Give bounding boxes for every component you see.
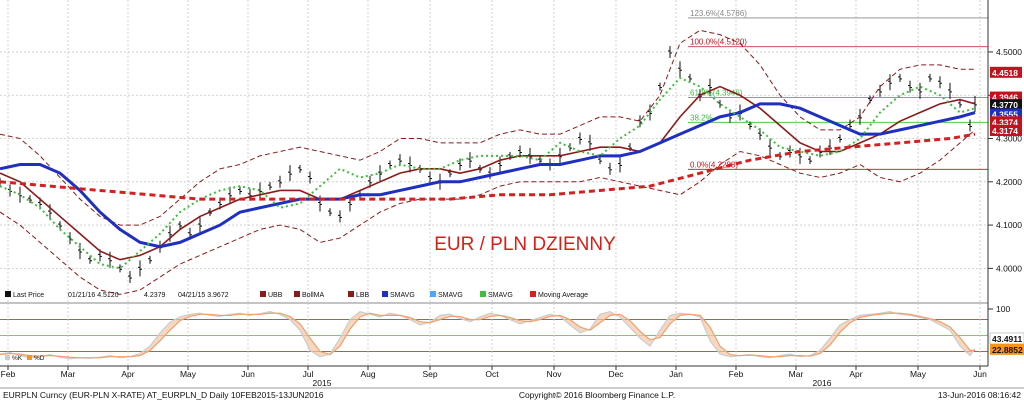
legend-label: UBB bbox=[268, 292, 283, 299]
value-tag-label: 4.3374 bbox=[992, 117, 1018, 127]
legend-swatch bbox=[5, 291, 11, 297]
osc-y-tick-label: 100 bbox=[996, 304, 1010, 314]
legend-swatch bbox=[430, 291, 436, 297]
value-tag-label: 4.4518 bbox=[992, 68, 1018, 78]
legend-label: Last Price bbox=[13, 292, 44, 299]
value-tag-label: 4.3174 bbox=[992, 126, 1018, 136]
value-tag-label: 4.3770 bbox=[992, 100, 1018, 110]
x-tick-label: May bbox=[910, 369, 927, 379]
fib-label-2: 61.8%(4.3946) bbox=[690, 89, 743, 98]
legend-label: 01/21/16 4.5120 bbox=[68, 292, 119, 299]
osc-legend-swatch bbox=[27, 355, 32, 360]
x-year-label: 2016 bbox=[813, 378, 832, 388]
x-tick-label: Aug bbox=[360, 369, 375, 379]
main-series bbox=[0, 29, 977, 295]
x-tick-label: Dec bbox=[608, 369, 624, 379]
value-tag-bg bbox=[990, 99, 1022, 111]
legend-label: SMAVG bbox=[488, 292, 513, 299]
osc-line-k bbox=[0, 310, 976, 360]
footer-right: 13-Jun-2016 08:16:42 bbox=[938, 390, 1021, 400]
value-tag-bg bbox=[990, 91, 1022, 103]
series-line-2 bbox=[0, 129, 976, 295]
legend-label: LBB bbox=[356, 292, 370, 299]
x-tick-label: May bbox=[180, 369, 197, 379]
series-line-5 bbox=[0, 76, 976, 270]
legend-label: BollMA bbox=[302, 292, 325, 299]
x-tick-label: Apr bbox=[849, 369, 862, 379]
osc-line-d bbox=[0, 312, 975, 359]
fib-label-1: 38.2% bbox=[690, 113, 713, 122]
x-tick-label: Mar bbox=[789, 369, 804, 379]
osc-tag-label: 22.8852 bbox=[992, 345, 1023, 355]
legend-swatch bbox=[348, 291, 354, 297]
y-tick-label: 4.3000 bbox=[996, 134, 1022, 144]
oscillator-series bbox=[0, 310, 976, 360]
chart-title: EUR / PLN DZIENNY bbox=[434, 234, 616, 255]
legend-swatch bbox=[260, 291, 266, 297]
osc-tag-bg bbox=[990, 343, 1024, 355]
fib-label-0: 0.0%(4.2288) bbox=[690, 160, 738, 169]
x-tick-label: Feb bbox=[729, 369, 744, 379]
x-tick-label: Jan bbox=[669, 369, 683, 379]
series-line-1 bbox=[0, 29, 975, 226]
osc-tag-label: 43.4911 bbox=[992, 334, 1023, 344]
x-tick-label: Jul bbox=[303, 369, 314, 379]
y-tick-label: 4.2000 bbox=[996, 177, 1022, 187]
value-tag-bg bbox=[990, 116, 1022, 128]
x-tick-label: Apr bbox=[121, 369, 134, 379]
fib-label-4: 123.6%(4.5786) bbox=[690, 9, 747, 18]
legend-swatch bbox=[382, 291, 388, 297]
x-tick-label: Feb bbox=[1, 369, 16, 379]
x-tick-label: Jun bbox=[973, 369, 987, 379]
oscillator-legend: %K %D bbox=[5, 355, 45, 362]
legend-swatch bbox=[530, 291, 536, 297]
x-tick-label: Nov bbox=[546, 369, 562, 379]
x-tick-label: Sep bbox=[422, 369, 437, 379]
value-tag-label: 4.3555 bbox=[992, 109, 1018, 119]
y-tick-label: 4.0000 bbox=[996, 263, 1022, 273]
y-tick-label: 4.1000 bbox=[996, 220, 1022, 230]
osc-legend-swatch bbox=[5, 355, 10, 360]
footer-center: Copyright© 2016 Bloomberg Finance L.P. bbox=[519, 390, 675, 400]
osc-legend-label: %D bbox=[34, 355, 45, 362]
value-tag-bg bbox=[990, 124, 1022, 136]
y-tick-label: 4.5000 bbox=[996, 47, 1022, 57]
legend-label: 04/21/15 3.9672 bbox=[178, 292, 229, 299]
x-tick-label: Jun bbox=[241, 369, 255, 379]
series-line-6 bbox=[0, 132, 976, 201]
osc-legend-label: %K bbox=[12, 355, 23, 362]
fib-label-3: 100.0%(4.5120) bbox=[690, 38, 747, 47]
legend-label: SMAVG bbox=[390, 292, 415, 299]
value-tag-label: 4.3946 bbox=[992, 93, 1018, 103]
legend-label: SMAVG bbox=[438, 292, 463, 299]
main-legend: Last Price 01/21/16 4.5120 4.2379 04/21/15 … bbox=[5, 291, 588, 299]
legend-label: Moving Average bbox=[538, 292, 588, 299]
x-tick-label: Mar bbox=[61, 369, 76, 379]
footer-left: EURPLN Curncy (EUR-PLN X-RATE) AT_EURPLN… bbox=[3, 390, 324, 400]
main-grid bbox=[0, 0, 988, 303]
legend-swatch bbox=[294, 291, 300, 297]
x-axis: Feb Mar Apr May Jun Jul Aug Sep Oct Nov Dec Jan Feb M… bbox=[1, 366, 987, 388]
legend-swatch bbox=[480, 291, 486, 297]
value-tag-bg bbox=[990, 66, 1022, 78]
value-tag-bg bbox=[990, 108, 1022, 120]
legend-label: 4.2379 bbox=[144, 292, 166, 299]
x-tick-label: Oct bbox=[485, 369, 499, 379]
series-line-4 bbox=[0, 102, 976, 249]
x-year-label: 2015 bbox=[313, 378, 332, 388]
